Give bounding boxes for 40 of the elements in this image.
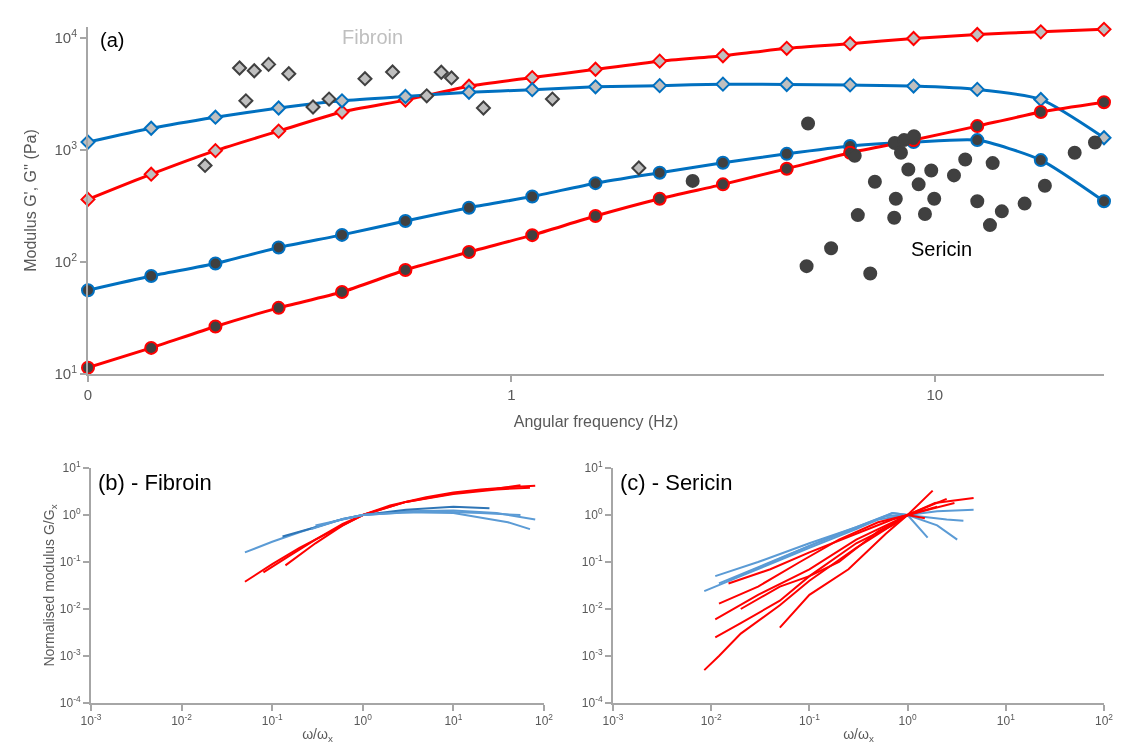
x-tick-label: 10$^{0}$ bbox=[898, 712, 917, 729]
x-axis-title: ω/ω$_{x}$ bbox=[302, 726, 333, 745]
x-tick-label: 10$^{-1}$ bbox=[261, 712, 283, 729]
x-tick-label: 10 bbox=[926, 386, 944, 403]
y-tick-label: 10$^{0}$ bbox=[584, 506, 603, 523]
x-tick-label: 10$^{2}$ bbox=[1094, 712, 1114, 729]
x-axis-title: Angular frequency (Hz) bbox=[513, 413, 679, 431]
y-tick-label: 10$^{4}$ bbox=[54, 27, 78, 47]
y-tick-label: 10$^{-4}$ bbox=[59, 694, 81, 711]
y-axis-title: Modulus G', G'' (Pa) bbox=[21, 129, 39, 272]
y-tick-label: 10$^{-3}$ bbox=[581, 647, 603, 664]
x-tick-label: 10$^{1}$ bbox=[444, 712, 463, 729]
y-tick-label: 10$^{2}$ bbox=[54, 251, 78, 271]
y-tick-label: 10$^{1}$ bbox=[54, 362, 78, 383]
x-tick-label: 1 bbox=[507, 386, 516, 403]
y-tick-label: 10$^{-2}$ bbox=[59, 600, 81, 617]
y-tick-label: 10$^{1}$ bbox=[62, 459, 81, 476]
x-tick-label: 10$^{-2}$ bbox=[171, 712, 193, 729]
y-tick-label: 10$^{3}$ bbox=[54, 139, 78, 159]
chart-title: (c) - Sericin bbox=[620, 470, 733, 495]
y-tick-label: 10$^{-2}$ bbox=[581, 600, 603, 617]
y-tick-label: 10$^{-1}$ bbox=[581, 553, 603, 570]
x-tick-label: 0 bbox=[83, 386, 93, 403]
x-tick-label: 10$^{2}$ bbox=[534, 712, 554, 729]
chart-title: (b) - Fibroin bbox=[98, 470, 212, 495]
y-tick-label: 10$^{-1}$ bbox=[59, 553, 81, 570]
annotation: Sericin bbox=[911, 238, 973, 260]
x-tick-label: 10$^{-3}$ bbox=[602, 712, 624, 729]
chart-title: (a) bbox=[100, 29, 125, 51]
y-tick-label: 10$^{0}$ bbox=[62, 506, 81, 523]
x-axis-title: ω/ω$_{x}$ bbox=[843, 726, 874, 745]
x-tick-label: 10$^{-1}$ bbox=[798, 712, 821, 729]
y-tick-label: 10$^{-4}$ bbox=[581, 694, 603, 711]
x-tick-label: 10$^{1}$ bbox=[996, 712, 1016, 729]
y-tick-label: 10$^{-3}$ bbox=[59, 647, 81, 664]
annotation: Fibroin bbox=[342, 26, 404, 48]
x-tick-label: 10$^{-3}$ bbox=[80, 712, 102, 729]
y-tick-label: 10$^{1}$ bbox=[584, 459, 603, 476]
x-tick-label: 10$^{-2}$ bbox=[700, 712, 722, 729]
x-tick-label: 10$^{0}$ bbox=[353, 712, 373, 729]
